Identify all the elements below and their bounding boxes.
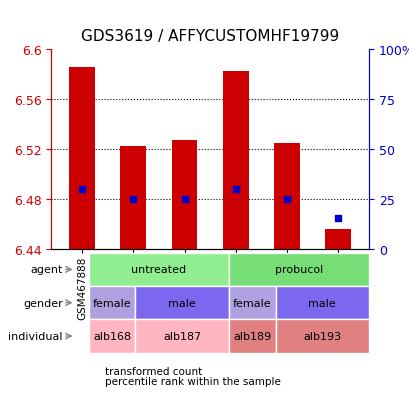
Title: GDS3619 / AFFYCUSTOMHF19799: GDS3619 / AFFYCUSTOMHF19799: [81, 29, 338, 44]
Text: untreated: untreated: [131, 265, 186, 275]
FancyBboxPatch shape: [275, 286, 368, 320]
Bar: [274, 143, 299, 249]
Bar: [88, 378, 100, 385]
FancyBboxPatch shape: [228, 253, 368, 286]
Bar: [171, 141, 197, 249]
Text: female: female: [232, 298, 271, 308]
FancyBboxPatch shape: [88, 320, 135, 353]
Bar: [69, 68, 94, 249]
Text: alb168: alb168: [93, 331, 131, 341]
Text: male: male: [308, 298, 335, 308]
Text: percentile rank within the sample: percentile rank within the sample: [105, 376, 280, 386]
FancyBboxPatch shape: [135, 286, 228, 320]
Bar: [88, 368, 100, 374]
FancyBboxPatch shape: [88, 286, 135, 320]
Text: alb193: alb193: [303, 331, 341, 341]
Text: female: female: [92, 298, 131, 308]
Bar: [120, 147, 146, 249]
Text: gender: gender: [23, 298, 63, 308]
Text: alb189: alb189: [232, 331, 271, 341]
FancyBboxPatch shape: [228, 286, 275, 320]
Text: probucol: probucol: [274, 265, 322, 275]
Bar: [222, 72, 248, 249]
Text: alb187: alb187: [162, 331, 201, 341]
FancyBboxPatch shape: [228, 320, 275, 353]
FancyBboxPatch shape: [275, 320, 368, 353]
FancyBboxPatch shape: [135, 320, 228, 353]
FancyBboxPatch shape: [88, 253, 228, 286]
Text: male: male: [168, 298, 196, 308]
Bar: [325, 230, 350, 249]
Text: agent: agent: [31, 265, 63, 275]
Text: individual: individual: [9, 331, 63, 341]
Text: transformed count: transformed count: [105, 366, 202, 376]
